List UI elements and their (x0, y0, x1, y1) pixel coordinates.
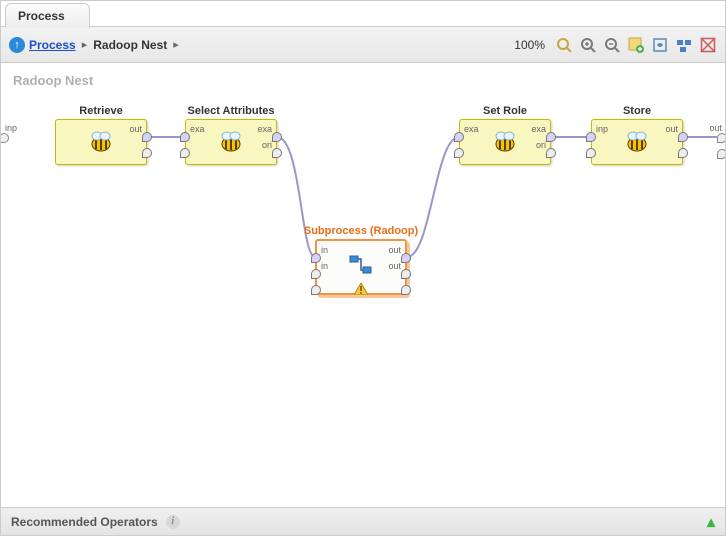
port-in[interactable] (180, 132, 190, 142)
operator-label: Select Attributes (187, 105, 274, 117)
operator-label: Retrieve (79, 105, 122, 117)
zoom-level: 100% (514, 38, 545, 52)
process-canvas[interactable]: Radoop Nest inp out Retrieve out (1, 63, 725, 507)
zoom-in-icon[interactable] (579, 36, 597, 54)
bee-icon (622, 130, 652, 154)
port-in[interactable] (586, 132, 596, 142)
arrange-icon[interactable] (675, 36, 693, 54)
ext-in-port[interactable] (1, 133, 9, 143)
port-label: ori (262, 140, 272, 150)
port-out-extra[interactable] (401, 285, 411, 295)
fit-canvas-icon[interactable] (699, 36, 717, 54)
port-label: out (665, 124, 678, 134)
port-in[interactable] (454, 132, 464, 142)
operator-subprocess[interactable]: Subprocess (Radoop) in in out out (315, 225, 407, 295)
port-out[interactable] (401, 253, 411, 263)
tab-process[interactable]: Process (5, 3, 90, 28)
port-label: exa (190, 124, 205, 134)
auto-layout-icon[interactable] (651, 36, 669, 54)
port-label: out (388, 245, 401, 255)
port-in-extra[interactable] (180, 148, 190, 158)
port-label: in (321, 245, 328, 255)
operator-label: Store (623, 105, 651, 117)
ext-out-port[interactable] (717, 133, 725, 143)
port-out-ori[interactable] (546, 148, 556, 158)
footer-label: Recommended Operators (11, 515, 158, 529)
port-label: out (129, 124, 142, 134)
tab-label: Process (18, 9, 65, 23)
bee-icon (216, 130, 246, 154)
port-label: ori (536, 140, 546, 150)
port-in[interactable] (311, 253, 321, 263)
port-out-ori[interactable] (272, 148, 282, 158)
chevron-right-icon: ▸ (173, 38, 179, 51)
bee-icon (490, 130, 520, 154)
port-label: in (321, 261, 328, 271)
port-label: exa (257, 124, 272, 134)
breadcrumb-root[interactable]: Process (29, 38, 76, 52)
expand-up-icon[interactable]: ▴ (707, 512, 715, 532)
chevron-right-icon: ▸ (82, 38, 88, 51)
port-in-2[interactable] (311, 269, 321, 279)
ext-out-label: out (709, 123, 722, 133)
ext-in-label: inp (5, 123, 17, 133)
operator-retrieve[interactable]: Retrieve out (55, 105, 147, 165)
region-label: Radoop Nest (13, 73, 93, 88)
port-out[interactable] (272, 132, 282, 142)
port-out[interactable] (546, 132, 556, 142)
port-out[interactable] (678, 132, 688, 142)
port-out-extra[interactable] (142, 148, 152, 158)
operator-set-role[interactable]: Set Role exa exa ori (459, 105, 551, 165)
operator-store[interactable]: Store inp out (591, 105, 683, 165)
port-label: exa (464, 124, 479, 134)
info-icon[interactable]: i (166, 515, 180, 529)
subprocess-icon (349, 255, 373, 275)
port-out[interactable] (142, 132, 152, 142)
port-label: inp (596, 124, 608, 134)
warning-icon (354, 283, 368, 295)
zoom-controls: 100% (514, 36, 717, 54)
port-out-extra[interactable] (678, 148, 688, 158)
ext-out-port-extra[interactable] (717, 149, 725, 159)
port-out-2[interactable] (401, 269, 411, 279)
zoom-out-icon[interactable] (603, 36, 621, 54)
breadcrumb: ↑ Process ▸ Radoop Nest ▸ (9, 37, 514, 53)
port-in-extra[interactable] (586, 148, 596, 158)
operator-label: Set Role (483, 105, 527, 117)
tab-strip: Process (1, 1, 725, 27)
recommended-operators-panel[interactable]: Recommended Operators i ▴ (1, 507, 725, 535)
port-in-extra[interactable] (454, 148, 464, 158)
toolbar: ↑ Process ▸ Radoop Nest ▸ 100% (1, 27, 725, 63)
add-note-icon[interactable] (627, 36, 645, 54)
operator-label: Subprocess (Radoop) (304, 225, 418, 237)
breadcrumb-current: Radoop Nest (93, 38, 167, 52)
operator-select-attributes[interactable]: Select Attributes exa exa ori (185, 105, 277, 165)
port-label: out (388, 261, 401, 271)
up-arrow-icon[interactable]: ↑ (9, 37, 25, 53)
zoom-fit-icon[interactable] (555, 36, 573, 54)
port-label: exa (531, 124, 546, 134)
port-in-extra[interactable] (311, 285, 321, 295)
bee-icon (86, 130, 116, 154)
